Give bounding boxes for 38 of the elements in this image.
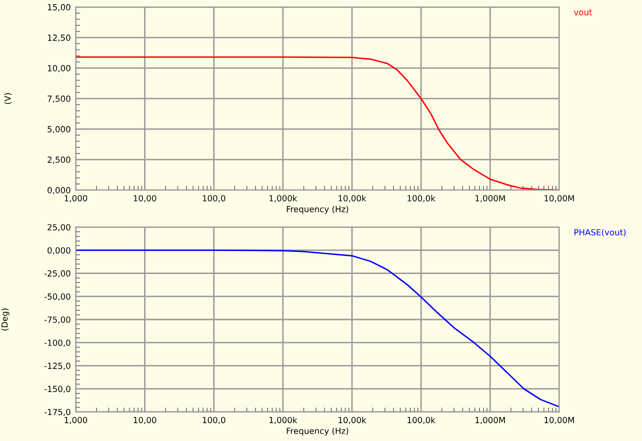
x-tick-label: 100,0 — [202, 195, 226, 202]
y-tick-label: 7,500 — [48, 96, 70, 103]
y-tick-label: -175,0 — [44, 408, 70, 416]
y-tick-label: 12,50 — [48, 34, 70, 42]
y-axis-title: (V) — [4, 93, 12, 104]
x-tick-label: 1,000k — [270, 194, 298, 202]
y-tick-label: -100,0 — [44, 340, 70, 347]
x-tick-label: 100,0k — [408, 416, 436, 424]
y-tick-label: -75,00 — [44, 316, 70, 324]
x-tick-label: 1,000M — [476, 416, 505, 424]
y-tick-label: -125,0 — [44, 362, 70, 370]
y-tick-label: 0,000 — [48, 187, 70, 194]
x-axis-title: Frequency (Hz) — [286, 206, 348, 214]
y-tick-label: -150,0 — [44, 386, 70, 393]
y-tick-label: 15,00 — [48, 4, 70, 12]
x-tick-label: 100,0 — [202, 416, 226, 424]
y-tick-label: 10,00 — [48, 65, 70, 72]
y-tick-label: 2,500 — [48, 156, 70, 164]
y-axis-title: (Deg) — [1, 308, 10, 330]
x-tick-label: 10,00 — [134, 416, 156, 424]
y-tick-label: 5,000 — [48, 126, 70, 134]
y-tick-label: -25,00 — [44, 270, 70, 278]
x-tick-label: 10,00M — [544, 416, 574, 424]
x-tick-label: 10,00k — [338, 194, 366, 202]
y-tick-label: 25,00 — [48, 224, 70, 232]
x-axis-title: Frequency (Hz) — [286, 428, 348, 436]
y-tick-label: 0,000 — [48, 247, 70, 254]
x-tick-label: 1,000 — [64, 416, 88, 424]
y-tick-label: -50,00 — [44, 293, 70, 301]
x-tick-label: 100,0k — [408, 194, 436, 202]
x-tick-label: 10,00 — [134, 195, 156, 202]
x-tick-label: 1,000M — [476, 195, 505, 202]
x-tick-label: 1,000 — [64, 195, 88, 202]
x-tick-label: 10,00k — [338, 416, 366, 424]
text: PHASE(vout) — [574, 228, 626, 236]
x-tick-label: 10,00M — [544, 195, 574, 202]
x-tick-label: 1,000k — [270, 416, 298, 424]
text: vout — [574, 9, 592, 16]
